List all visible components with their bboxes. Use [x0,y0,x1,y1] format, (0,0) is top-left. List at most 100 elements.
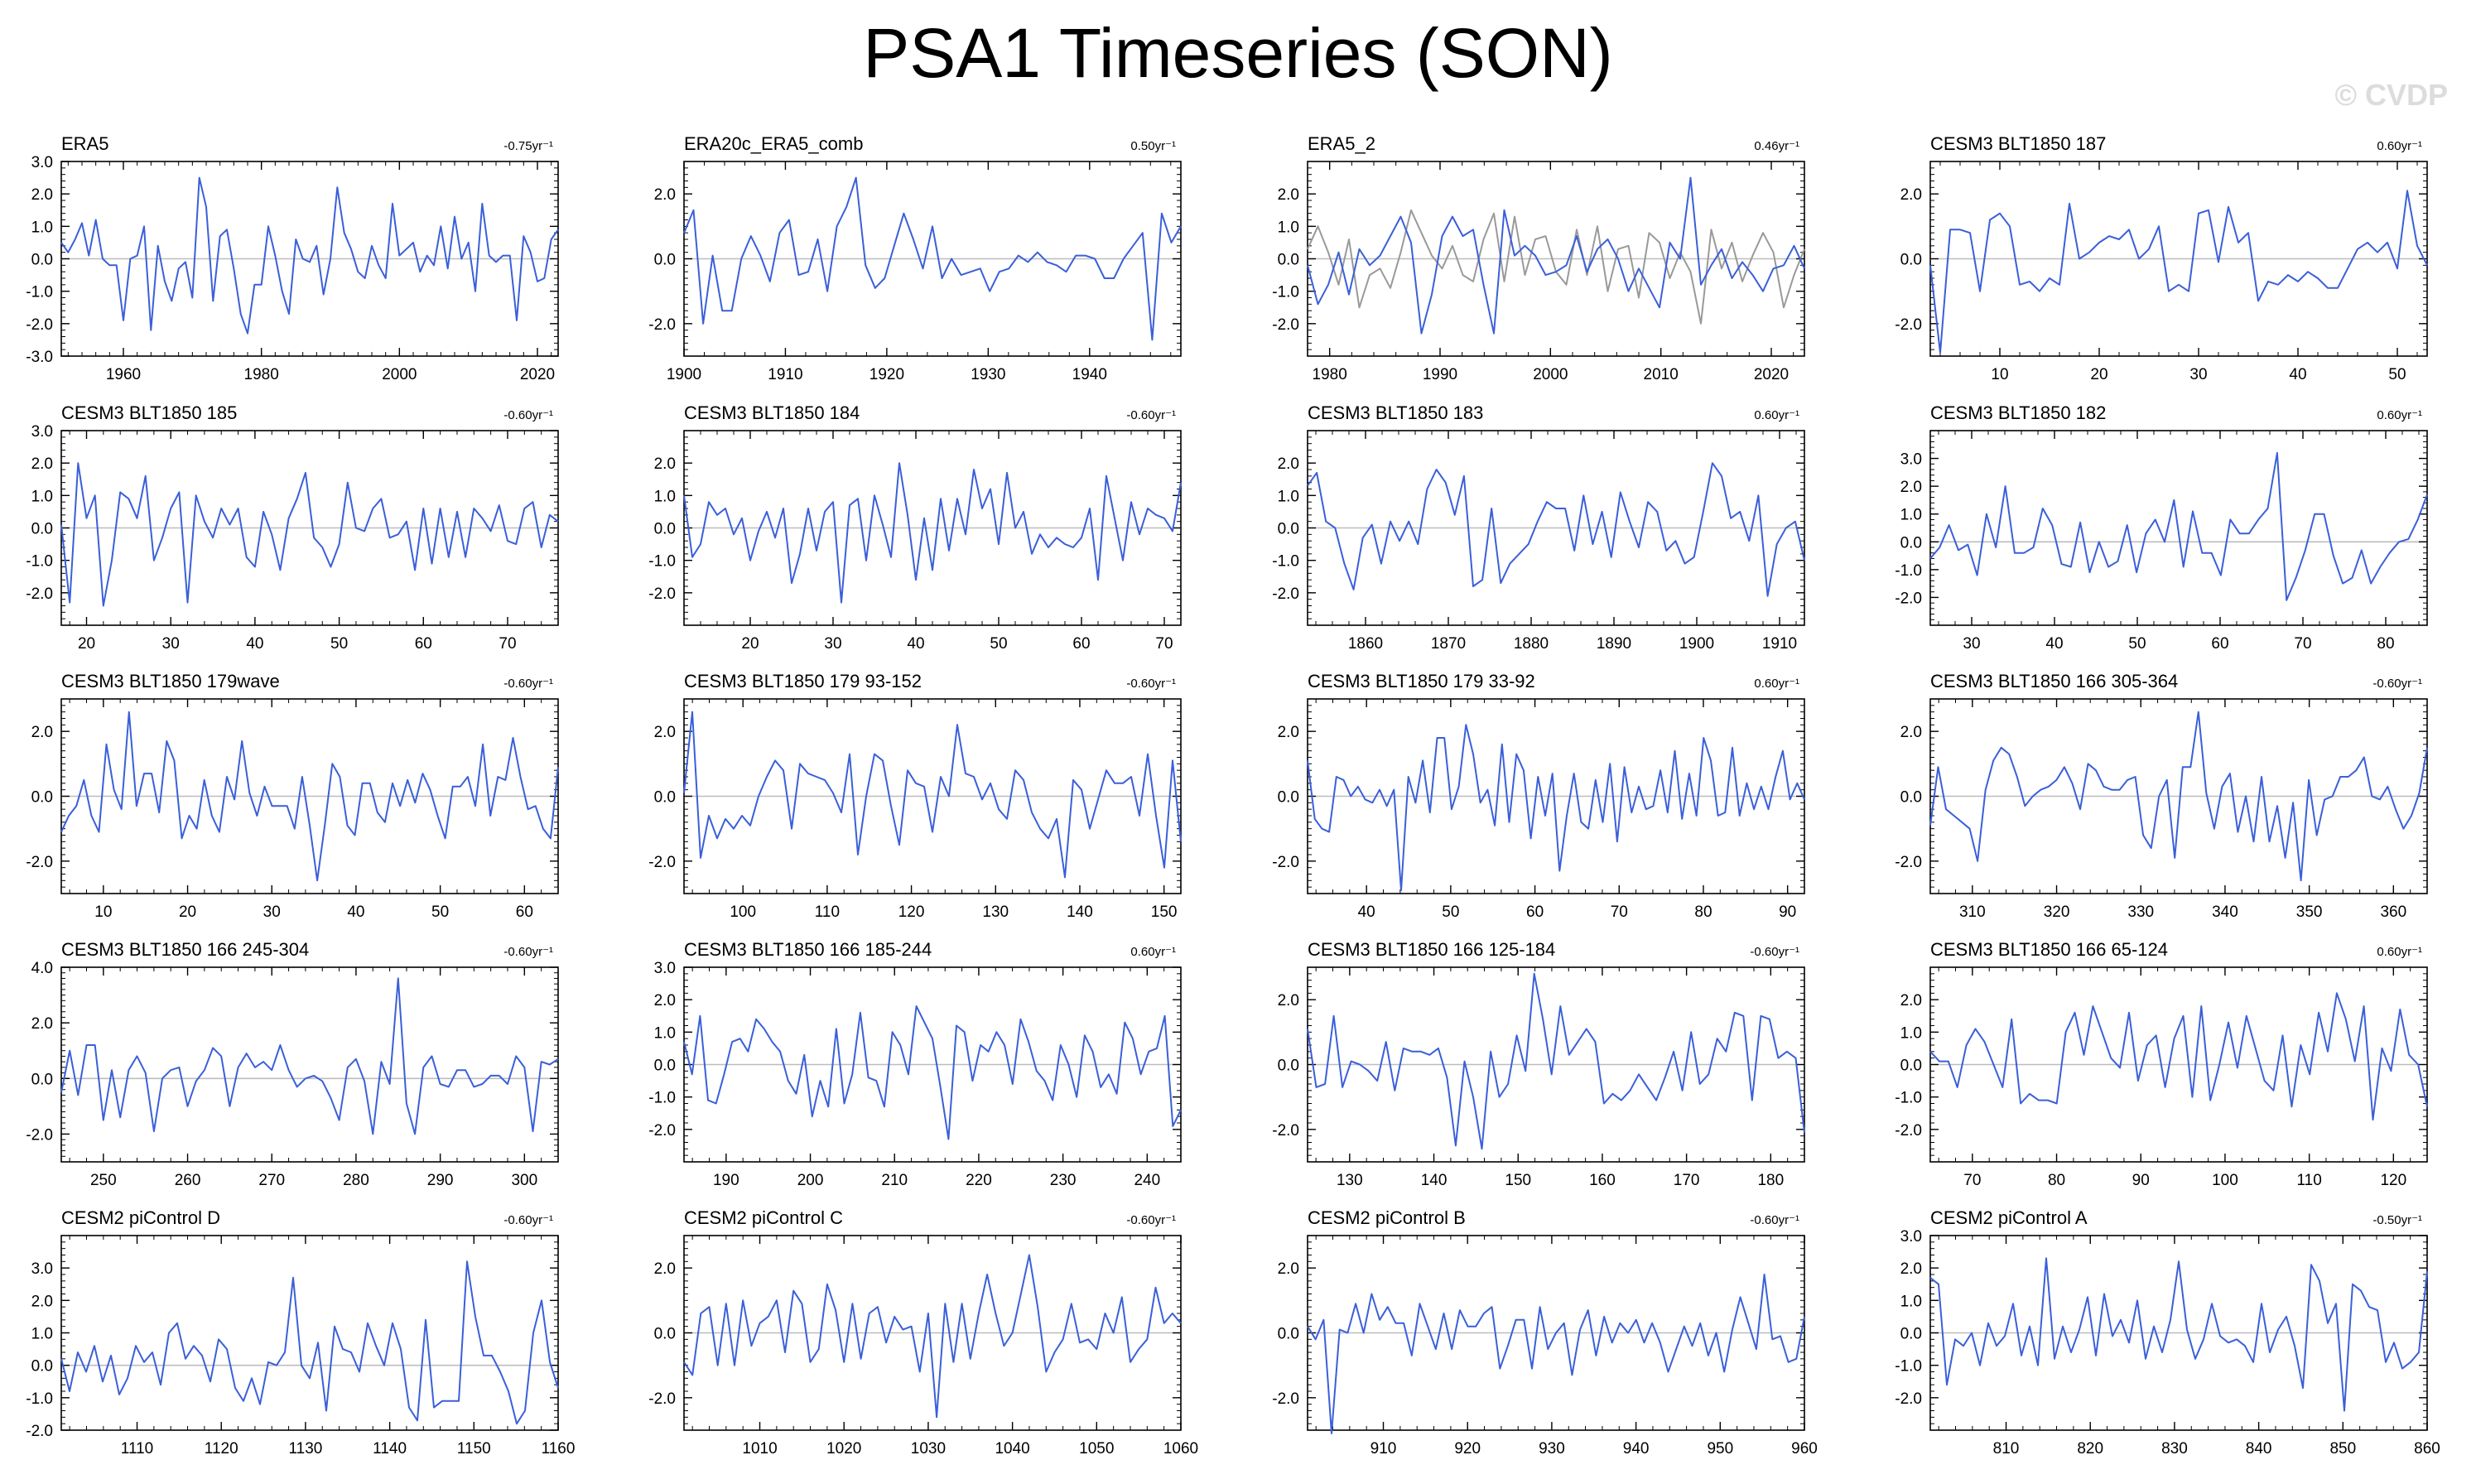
x-tick-label: 40 [246,635,263,653]
chart-panel-18: CESM2 piControl C -0.60yr⁻¹ -2.0 0.0 2.0 1010… [648,1207,1198,1458]
y-tick-label: 3.0 [31,154,53,171]
y-tick-label: 2.0 [1900,479,1922,496]
y-tick-label: 0.0 [31,521,53,538]
x-tick-label: 70 [1963,1172,1981,1189]
cvdp-watermark: © CVDP [2334,78,2448,112]
y-tick-label: -2.0 [648,1390,676,1408]
y-tick-label: -2.0 [648,1122,676,1140]
chart-panel-16: CESM3 BLT1850 166 65-124 0.60yr⁻¹ -2.0 -1.0… [1895,939,2428,1189]
x-tick-label: 1040 [995,1440,1029,1458]
trend-label: -0.75yr⁻¹ [503,139,553,153]
x-tick-label: 50 [2128,635,2146,653]
y-tick-label: -2.0 [1272,1122,1299,1140]
chart-title: CESM3 BLT1850 182 [1930,402,2106,423]
y-tick-label: -2.0 [1895,1390,1922,1408]
x-tick-label: 150 [1151,903,1178,921]
y-tick-label: 0.0 [31,789,53,807]
y-tick-label: -2.0 [1272,585,1299,603]
chart-title: CESM3 BLT1850 179wave [61,671,280,691]
series-line [1307,724,1805,892]
x-tick-label: 840 [2246,1440,2272,1458]
series-line [1307,972,1805,1150]
x-tick-label: 60 [2211,635,2228,653]
x-tick-label: 1890 [1597,635,1631,653]
y-tick-label: -2.0 [1272,316,1299,334]
x-tick-label: 10 [1991,366,2008,383]
series-line [1929,190,2428,354]
y-tick-label: -1.0 [1272,284,1299,301]
x-tick-label: 140 [1067,903,1093,921]
x-tick-label: 130 [982,903,1009,921]
x-tick-label: 150 [1505,1172,1531,1189]
y-tick-label: 3.0 [1900,1228,1922,1246]
x-tick-label: 300 [511,1172,537,1189]
y-tick-label: 0.0 [1900,789,1922,807]
x-tick-label: 360 [2380,903,2406,921]
x-tick-label: 280 [343,1172,369,1189]
y-tick-label: 0.0 [31,1071,53,1088]
y-tick-label: 2.0 [1900,186,1922,204]
y-tick-label: -3.0 [26,349,53,366]
y-tick-label: 3.0 [654,960,676,977]
series-line [1929,711,2428,882]
x-tick-label: 10 [94,903,112,921]
x-tick-label: 60 [1526,903,1544,921]
series-line [1307,1274,1805,1434]
y-tick-label: -1.0 [1895,1090,1922,1107]
y-tick-label: 1.0 [1900,1024,1922,1042]
chart-title: ERA20c_ERA5_comb [684,133,863,154]
series-line [683,711,1182,879]
chart-title: CESM3 BLT1850 166 185-244 [684,939,932,960]
chart-title: CESM3 BLT1850 183 [1308,402,1483,423]
y-tick-label: -1.0 [26,1390,53,1408]
y-tick-label: 2.0 [654,455,676,473]
series-line-secondary [1307,209,1805,325]
chart-title: CESM3 BLT1850 166 65-124 [1930,939,2168,960]
y-tick-label: 2.0 [1278,992,1299,1009]
trend-label: -0.60yr⁻¹ [1126,677,1176,691]
x-tick-label: 920 [1454,1440,1481,1458]
x-tick-label: 860 [2414,1440,2440,1458]
x-tick-label: 30 [263,903,281,921]
y-tick-label: 2.0 [1900,1260,1922,1278]
series-line [683,176,1182,341]
y-tick-label: 0.0 [1900,252,1922,269]
y-tick-label: -2.0 [1272,854,1299,871]
x-tick-label: 1060 [1163,1440,1198,1458]
series-line [60,176,559,335]
x-tick-label: 40 [2045,635,2063,653]
trend-label: -0.50yr⁻¹ [2372,1213,2422,1227]
chart-title: CESM2 piControl A [1930,1207,2088,1228]
x-tick-label: 340 [2212,903,2238,921]
y-tick-label: -2.0 [26,316,53,334]
x-tick-label: 1160 [542,1440,576,1458]
y-tick-label: 1.0 [654,1024,676,1042]
y-tick-label: 0.0 [1278,252,1299,269]
chart-title: CESM2 piControl D [61,1207,220,1228]
x-tick-label: 250 [90,1172,117,1189]
x-tick-label: 1030 [911,1440,946,1458]
x-tick-label: 60 [415,635,432,653]
series-line [1307,176,1805,335]
y-tick-label: -2.0 [26,854,53,871]
trend-label: -0.60yr⁻¹ [2372,677,2422,691]
y-tick-label: 0.0 [654,789,676,807]
x-tick-label: 1900 [667,366,701,383]
y-tick-label: 0.0 [1278,1058,1299,1075]
y-tick-label: 2.0 [1278,455,1299,473]
x-tick-label: 320 [2044,903,2070,921]
x-tick-label: 60 [516,903,533,921]
x-tick-label: 50 [1442,903,1459,921]
chart-panel-11: CESM3 BLT1850 179 33-92 0.60yr⁻¹ -2.0 0.0 2.… [1272,671,1805,921]
chart-title: CESM3 BLT1850 187 [1930,133,2106,154]
x-tick-label: 1910 [1762,635,1797,653]
trend-label: -0.60yr⁻¹ [1750,1213,1799,1227]
page-title: PSA1 Timeseries (SON) [863,14,1613,92]
y-tick-label: 2.0 [654,992,676,1009]
chart-panel-20: CESM2 piControl A -0.50yr⁻¹ -2.0 -1.0 0.0 1.0… [1895,1207,2440,1458]
trend-label: -0.60yr⁻¹ [503,408,553,422]
x-tick-label: 940 [1623,1440,1650,1458]
trend-label: 0.46yr⁻¹ [1754,139,1799,153]
y-tick-label: 2.0 [654,1260,676,1278]
x-tick-label: 1150 [457,1440,491,1458]
